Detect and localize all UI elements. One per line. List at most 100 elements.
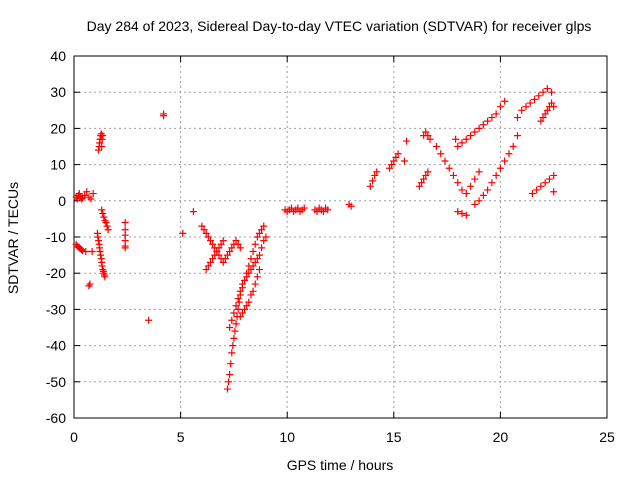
y-tick-label: 30 [50,84,66,100]
data-point [458,139,466,147]
data-point [458,209,466,217]
data-point [98,206,106,214]
data-point [235,298,243,306]
y-tick-label: -40 [46,338,66,354]
data-point [422,171,430,179]
data-point [88,247,96,255]
data-point [121,244,129,252]
data-point [95,146,103,154]
data-point [221,255,229,263]
data-point [253,273,261,281]
data-point [215,244,223,252]
data-point [200,226,208,234]
data-point [83,188,91,196]
data-point [204,233,212,241]
data-point [97,130,105,138]
data-point [445,164,453,172]
data-point [462,211,470,219]
data-point [262,233,270,241]
data-point [415,182,423,190]
data-point [99,266,107,274]
data-point [531,95,539,103]
data-point [366,182,374,190]
data-point [390,157,398,165]
y-axis-label: SDTVAR / TECUs [5,182,21,294]
data-point [230,309,238,317]
data-point [179,229,187,237]
series-h22-iso [550,188,558,196]
data-point [249,287,257,295]
data-point [294,204,302,212]
y-tick-label: 0 [58,193,66,209]
data-point [100,271,108,279]
data-point [232,237,240,245]
data-point [121,219,129,227]
data-point [454,143,462,150]
series-h6-low [202,237,227,274]
data-point [243,273,251,281]
data-point [541,179,549,187]
data-point [458,186,466,194]
y-tick-label: -60 [46,410,66,426]
data-point [79,247,87,255]
chart-title: Day 284 of 2023, Sidereal Day-to-day VTE… [87,18,592,34]
data-point [400,157,408,165]
data-point [452,135,460,143]
data-point [526,99,534,107]
x-tick-label: 20 [493,429,509,445]
data-point [475,168,483,176]
data-point [224,251,232,259]
data-point [202,266,210,274]
data-point [388,161,396,169]
data-point [89,190,97,198]
y-tick-label: -20 [46,265,66,281]
data-point [87,195,95,203]
data-point [228,244,236,252]
data-point [471,128,479,136]
data-point [101,273,109,281]
data-point [454,208,462,216]
data-point [492,110,500,118]
data-point [426,135,434,143]
data-point [209,255,217,263]
data-point [550,171,558,179]
data-point [501,157,509,165]
data-point [95,237,103,245]
data-point [513,132,521,140]
series-h13 [345,200,355,210]
data-point [228,349,236,357]
data-point [85,282,93,290]
data-point [420,175,428,183]
data-point [488,114,496,122]
data-point [104,226,112,234]
data-point [217,240,225,248]
data-point [545,175,553,183]
data-point [219,258,227,266]
series-h22-tail [537,99,558,125]
series-h21 [513,85,558,198]
data-point [98,143,106,150]
x-tick-label: 5 [177,429,185,445]
data-point [86,280,94,288]
data-point [241,276,249,284]
x-tick-label: 15 [386,429,402,445]
data-point [537,117,545,125]
data-point [238,280,246,288]
data-point [98,262,106,270]
series-h16 [415,128,434,190]
data-point [99,132,107,140]
data-point [260,222,268,230]
data-point [522,103,530,111]
data-point [241,305,249,313]
data-point [368,177,376,185]
data-point [97,251,105,259]
data-point [505,150,513,158]
data-point [441,157,449,165]
data-point [229,342,237,350]
series-h14 [366,168,381,190]
series-h10-band [281,204,332,216]
data-point [437,150,445,158]
data-point [300,204,308,212]
data-point [255,251,263,259]
